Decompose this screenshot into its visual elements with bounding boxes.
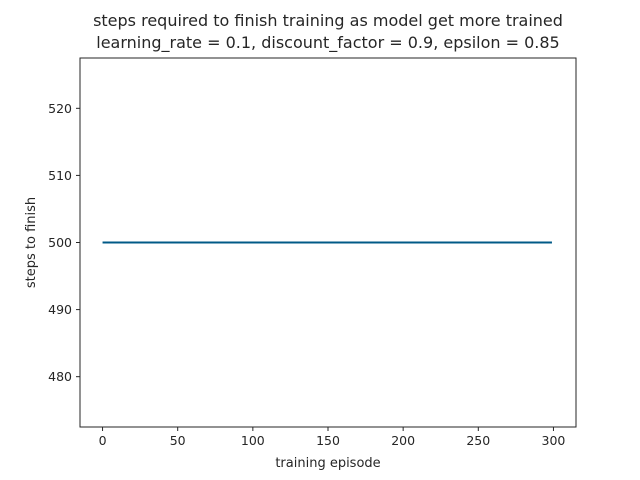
y-axis: 480 490 500 510 520 [48,101,80,384]
chart-title: steps required to finish training as mod… [93,11,563,30]
x-tick-label: 300 [542,433,566,448]
y-tick-label: 510 [48,168,72,183]
x-tick-label: 100 [241,433,265,448]
x-tick-label: 0 [99,433,107,448]
x-axis: 0 50 100 150 200 250 300 [99,427,566,448]
y-tick-label: 500 [48,235,72,250]
x-tick-label: 50 [170,433,186,448]
x-tick-label: 200 [391,433,415,448]
y-tick-label: 480 [48,369,72,384]
y-tick-label: 490 [48,302,72,317]
x-tick-label: 150 [316,433,340,448]
y-tick-label: 520 [48,101,72,116]
chart-subtitle: learning_rate = 0.1, discount_factor = 0… [96,33,560,52]
x-axis-label: training episode [275,456,380,471]
x-tick-label: 250 [466,433,490,448]
y-axis-label: steps to finish [24,197,39,288]
